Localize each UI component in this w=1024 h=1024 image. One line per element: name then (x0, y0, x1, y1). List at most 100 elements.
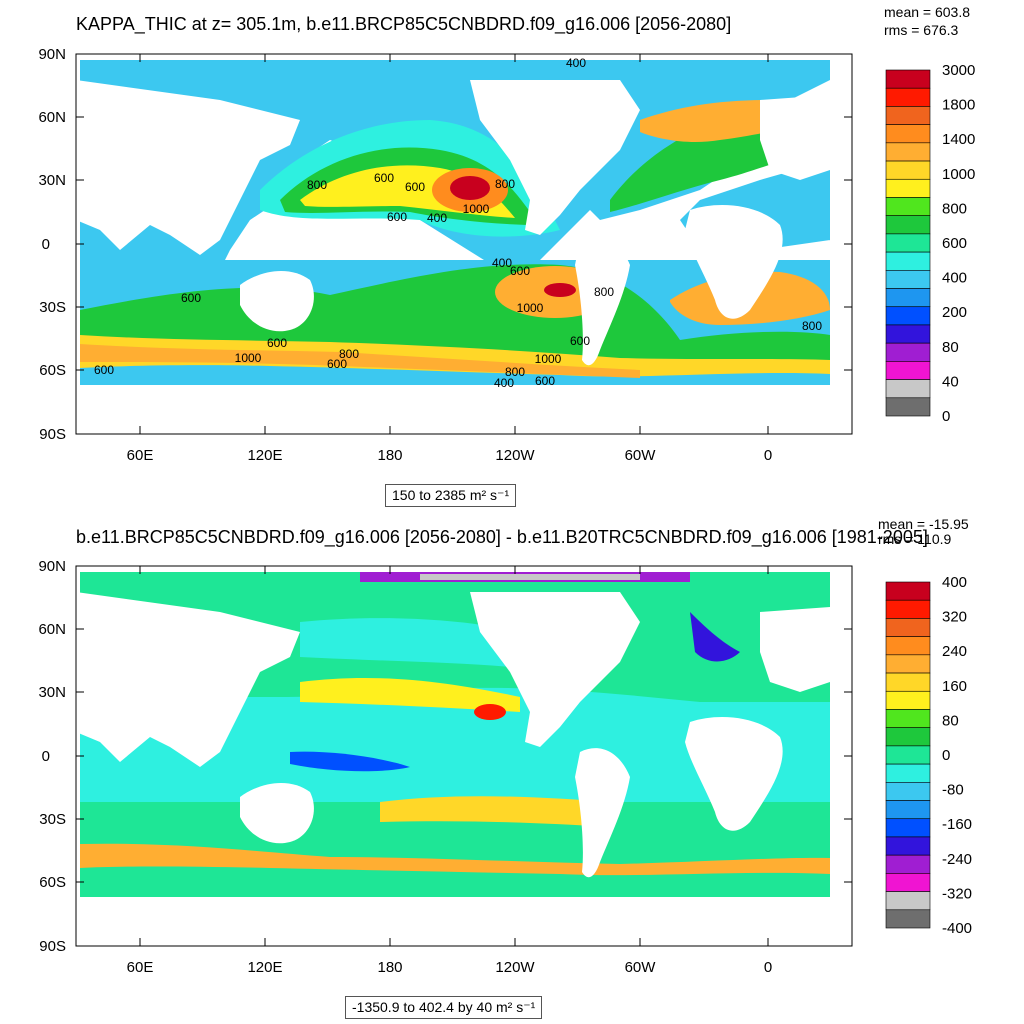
colorbar-cell (885, 87, 931, 107)
panel1-southern-band-orange (80, 344, 640, 378)
colorbar-cell (885, 854, 931, 874)
panel1-contour-label: 600 (374, 171, 394, 185)
panel2-blue-patch-labrador (690, 612, 740, 662)
colorbar-cell (885, 909, 931, 929)
panel1-contour-label: 600 (535, 374, 555, 388)
colorbar-label: 0 (942, 408, 950, 425)
colorbar-label: -80 (942, 782, 964, 799)
panel2-north-pacific-core (474, 704, 506, 720)
panel2-range-text: -1350.9 to 402.4 by 40 m² s⁻¹ (352, 999, 536, 1015)
panel1-map: 90N 60N 30N 0 30S 60S 90S 60E 120E 180 1… (38, 46, 853, 464)
panel1-contour-label: 400 (427, 211, 447, 225)
panel2-land-europe (760, 607, 830, 692)
panel1-contour-label: 800 (802, 319, 822, 333)
panel1-lon-label: 180 (377, 447, 402, 464)
colorbar-cell (885, 270, 931, 289)
colorbar-cell (885, 654, 931, 674)
panel2-lat-label: 30N (38, 684, 66, 701)
colorbar-label: 1000 (942, 166, 975, 183)
panel1-contour-label: 600 (94, 363, 114, 377)
colorbar-cell (885, 124, 931, 144)
panel2-lat-label: 60S (39, 874, 66, 891)
panel2-blue-patch-equator (290, 751, 410, 772)
panel1-lat-label: 60N (38, 109, 66, 126)
colorbar-cell (885, 288, 931, 308)
colorbar-cell (885, 361, 931, 380)
panel1-lon-label: 60W (625, 447, 657, 464)
colorbar-cell (885, 324, 931, 344)
colorbar-cell (885, 709, 931, 728)
colorbar-label: 400 (942, 270, 967, 287)
colorbar-cell (885, 727, 931, 747)
panel2-land-arctic (76, 566, 852, 572)
panel2-land-australia (240, 782, 314, 844)
panel2-southern-orange (80, 843, 830, 876)
colorbar-label: 160 (942, 678, 967, 695)
panel1-lon-label: 120E (247, 447, 282, 464)
colorbar-label: 800 (942, 200, 967, 217)
panel2-lat-label: 90S (39, 938, 66, 955)
panel1-lat-label: 30S (39, 299, 66, 316)
colorbar-label: -240 (942, 851, 972, 868)
panel1-contour-label: 800 (594, 285, 614, 299)
colorbar-label: 1800 (942, 97, 975, 114)
panel2-lat-label: 60N (38, 621, 66, 638)
panel1-contour-label: 400 (494, 376, 514, 390)
panel1-contour-label: 600 (181, 291, 201, 305)
panel1-contour-label: 1000 (535, 352, 562, 366)
panel1-lat-label: 30N (38, 172, 66, 189)
panel2-land-north-america (470, 592, 640, 747)
colorbar-label: 0 (942, 747, 950, 764)
panel1-land-africa (685, 205, 783, 319)
colorbar-label: -320 (942, 885, 972, 902)
panel1-land-eurasia (76, 80, 300, 255)
panel1-contour-label: 600 (327, 357, 347, 371)
colorbar-cell (885, 800, 931, 820)
colorbar-label: 320 (942, 609, 967, 626)
colorbar-label: 80 (942, 712, 959, 729)
panel1-lat-label: 60S (39, 362, 66, 379)
colorbar-cell (885, 197, 931, 216)
panel1-contour-label: 1000 (463, 202, 490, 216)
colorbar-cell (885, 782, 931, 801)
panel1-lat-label: 90S (39, 426, 66, 443)
panel1-lat-label: 90N (38, 46, 66, 63)
panel1-land-antarctica (76, 385, 830, 434)
panel2-lat-label: 30S (39, 811, 66, 828)
panel1-lat-label: 0 (42, 236, 50, 253)
colorbar-cell (885, 233, 931, 253)
colorbar-cell (885, 618, 931, 637)
panel2-cyan-bands (80, 687, 830, 802)
colorbar-cell (885, 342, 931, 362)
panel1-southern-band-yellow (80, 335, 830, 377)
colorbar-cell (885, 836, 931, 856)
panel1-contour-label: 400 (566, 56, 586, 70)
colorbar-cell (885, 763, 931, 783)
colorbar-cell (885, 818, 931, 838)
colorbar-cell (885, 106, 931, 125)
panel1-lon-label: 60E (127, 447, 154, 464)
colorbar-cell (885, 251, 931, 271)
panel1-range-box: 150 to 2385 m² s⁻¹ (385, 484, 517, 507)
panel1-contour-label: 800 (307, 178, 327, 192)
panel2-mean: mean = -15.95 (878, 516, 969, 532)
panel1-south-pacific-peak (544, 283, 576, 297)
panel1-land-north-america (470, 80, 640, 235)
panel2-lon-label: 0 (764, 959, 772, 976)
panel2-colorbar: 400 320 240 160 80 0 -80 -160 -240 -320 -400 (885, 574, 972, 937)
panel2-title: b.e11.BRCP85C5CNBDRD.f09_g16.006 [2056-2… (76, 527, 928, 547)
panel2-land-eurasia (76, 592, 300, 767)
panel1-contour-label: 600 (570, 334, 590, 348)
panel1-land-australia (240, 270, 314, 332)
panel1-contour-label: 600 (510, 264, 530, 278)
panel1-lon-label: 0 (764, 447, 772, 464)
colorbar-label: 400 (942, 574, 967, 591)
panel1-contour-label: 800 (505, 365, 525, 379)
colorbar-cell (885, 142, 931, 162)
panel1-rms: rms = 676.3 (884, 22, 959, 38)
colorbar-cell (885, 891, 931, 911)
panel1-land-arctic (76, 54, 852, 60)
panel1-contour-label: 800 (339, 347, 359, 361)
colorbar-label: 1400 (942, 131, 975, 148)
